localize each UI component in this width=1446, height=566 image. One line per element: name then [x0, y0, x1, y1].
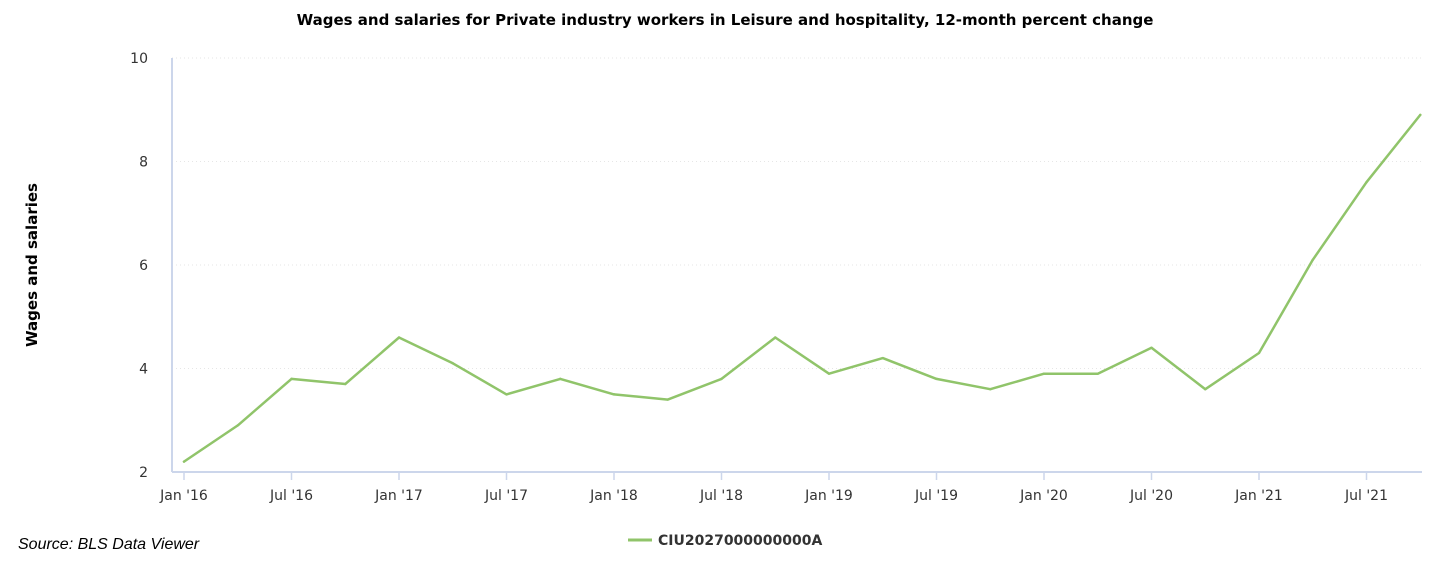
- x-tick-label: Jan '17: [374, 488, 423, 504]
- data-point: [344, 382, 347, 386]
- y-axis-ticks: 2 4 6 8 10: [130, 51, 148, 481]
- chart-title: Wages and salaries for Private industry …: [297, 11, 1154, 29]
- x-tick-label: Jul '19: [914, 488, 958, 504]
- data-point: [182, 460, 186, 463]
- y-axis-label: Wages and salaries: [23, 183, 41, 347]
- data-point: [612, 393, 616, 396]
- data-point: [881, 356, 884, 360]
- y-tick-label: 10: [130, 51, 148, 67]
- grid-lines: [172, 57, 1422, 369]
- data-point: [1042, 372, 1046, 375]
- y-tick-label: 8: [139, 155, 148, 171]
- x-tick-label: Jul '18: [699, 488, 743, 504]
- x-tick-label: Jul '21: [1344, 488, 1388, 504]
- data-point: [236, 424, 239, 427]
- data-point: [1096, 372, 1099, 375]
- data-point: [505, 393, 508, 396]
- data-point: [1311, 258, 1314, 262]
- data-point: [720, 377, 723, 381]
- data-point: [666, 398, 669, 401]
- y-tick-label: 2: [139, 465, 148, 481]
- legend-label[interactable]: CIU2027000000000A: [658, 533, 822, 549]
- x-tick-label: Jan '18: [589, 488, 638, 504]
- data-point: [935, 377, 938, 381]
- data-point: [1204, 388, 1207, 391]
- data-point: [451, 362, 454, 365]
- series-line: [182, 113, 1422, 463]
- y-tick-label: 4: [139, 362, 148, 378]
- data-point: [1257, 351, 1261, 355]
- legend[interactable]: CIU2027000000000A: [628, 533, 822, 549]
- data-point: [1365, 181, 1368, 184]
- data-point: [989, 388, 992, 391]
- data-point: [559, 377, 562, 381]
- x-tick-label: Jan '21: [1234, 488, 1283, 504]
- series-group: [182, 113, 1422, 463]
- axes: [171, 58, 1422, 473]
- x-tick-label: Jul '16: [269, 488, 313, 504]
- x-tick-label: Jan '19: [804, 488, 853, 504]
- x-tick-label: Jan '20: [1019, 488, 1068, 504]
- data-point: [827, 372, 831, 375]
- data-point: [774, 336, 777, 339]
- x-tick-label: Jan '16: [159, 488, 208, 504]
- data-point: [1150, 346, 1153, 349]
- x-tick-label: Jul '20: [1129, 488, 1173, 504]
- data-point: [290, 377, 293, 381]
- source-note: Source: BLS Data Viewer: [18, 536, 200, 553]
- y-tick-label: 6: [139, 258, 148, 274]
- x-tick-label: Jul '17: [484, 488, 528, 504]
- data-point: [397, 336, 401, 339]
- x-axis-ticks: Jan '16 Jul '16 Jan '17 Jul '17 Jan '18 Jul '…: [159, 472, 1388, 504]
- data-point: [1419, 113, 1422, 117]
